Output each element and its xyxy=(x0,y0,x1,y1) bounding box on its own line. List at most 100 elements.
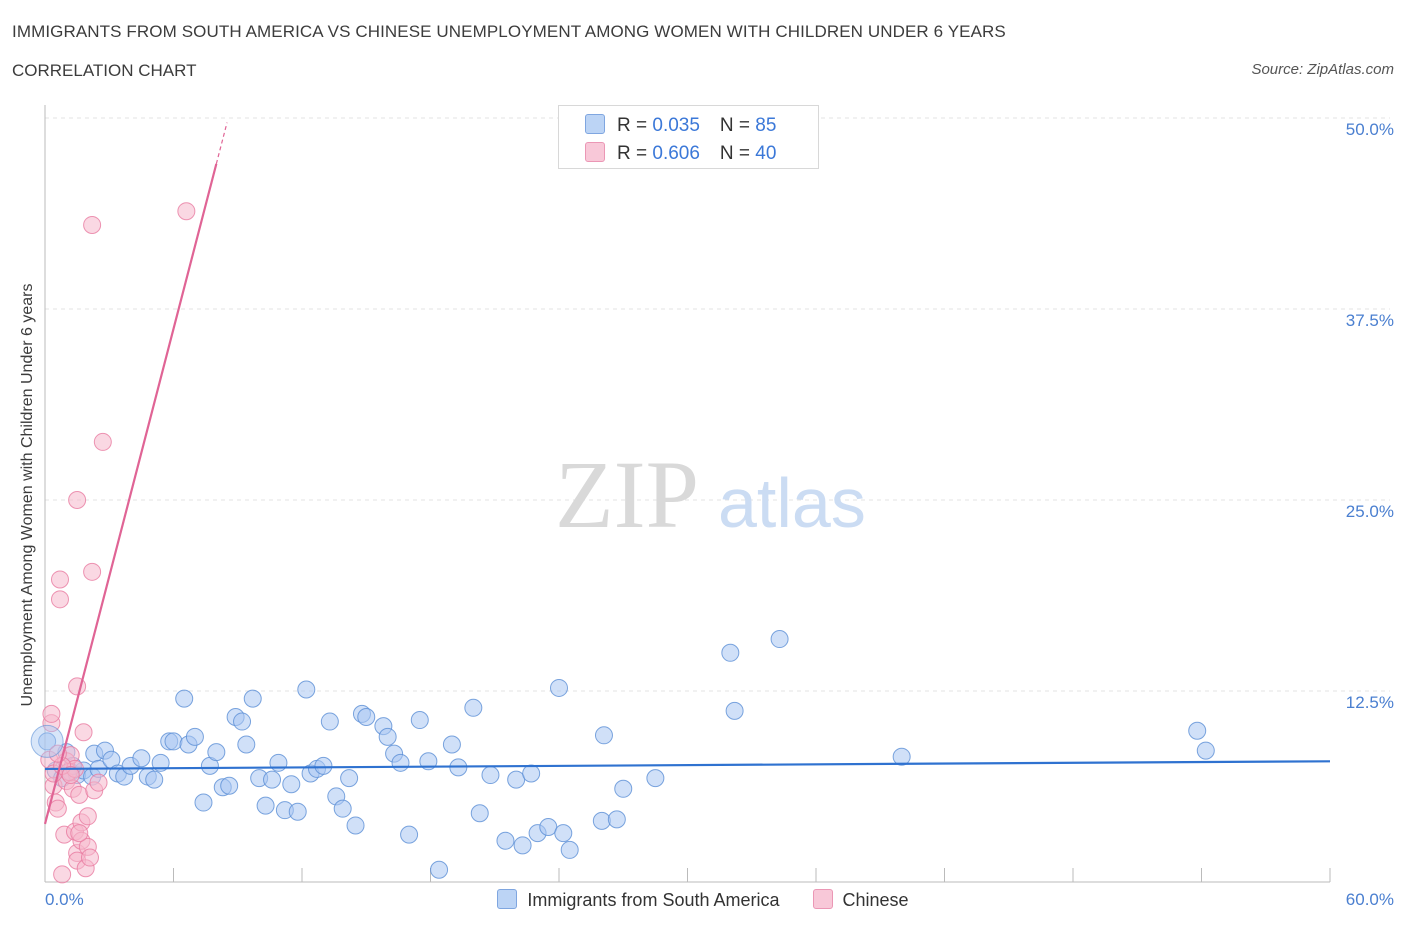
point-south-america xyxy=(282,775,301,794)
point-south-america xyxy=(194,793,213,812)
point-south-america xyxy=(442,735,461,754)
point-south-america xyxy=(550,678,568,697)
source-note: Source: ZipAtlas.com xyxy=(1251,61,1394,78)
point-south-america xyxy=(297,680,316,699)
point-south-america xyxy=(470,804,489,823)
point-south-america xyxy=(333,799,352,818)
trend-line-south-america xyxy=(44,760,1331,771)
point-south-america xyxy=(237,735,256,754)
trend-line-chinese xyxy=(43,163,218,825)
chart-subtitle: CORRELATION CHART xyxy=(12,61,197,80)
point-south-america xyxy=(263,770,282,789)
point-south-america xyxy=(256,796,275,815)
point-chinese xyxy=(93,432,112,451)
point-south-america xyxy=(481,766,500,785)
point-south-america xyxy=(1196,741,1215,760)
point-south-america xyxy=(607,810,626,829)
chart-title: IMMIGRANTS FROM SOUTH AMERICA VS CHINESE… xyxy=(12,22,1006,41)
point-south-america xyxy=(592,811,611,830)
point-south-america xyxy=(1188,721,1207,740)
point-south-america xyxy=(539,817,558,836)
point-south-america xyxy=(378,727,397,746)
point-south-america xyxy=(145,770,164,789)
point-south-america xyxy=(522,764,541,783)
watermark-atlas: atlas xyxy=(718,464,866,542)
point-chinese xyxy=(50,590,69,609)
legend-item-south-america: Immigrants from South America xyxy=(497,889,780,911)
point-south-america xyxy=(725,701,744,720)
point-south-america xyxy=(594,726,613,745)
point-south-america xyxy=(164,732,183,751)
point-south-america xyxy=(151,753,170,772)
point-south-america xyxy=(132,749,151,768)
point-south-america xyxy=(391,753,410,772)
legend-swatch-blue xyxy=(497,889,518,909)
point-south-america xyxy=(513,836,532,855)
point-chinese xyxy=(83,562,102,581)
point-south-america xyxy=(185,727,204,746)
stats-legend: R = 0.035 N = 85 R = 0.606 N = 40 xyxy=(558,105,819,169)
point-chinese xyxy=(83,215,102,234)
point-chinese xyxy=(53,865,72,884)
point-south-america xyxy=(233,712,252,731)
point-south-america xyxy=(646,769,665,788)
legend-swatch-pink xyxy=(812,889,833,909)
point-south-america xyxy=(207,743,226,762)
point-south-america xyxy=(721,643,740,662)
point-south-america xyxy=(410,711,429,730)
point-chinese xyxy=(70,824,89,843)
point-south-america-cluster xyxy=(30,724,64,758)
point-south-america xyxy=(560,840,579,859)
trend-line-chinese-extension xyxy=(215,122,228,164)
legend-swatch-pink xyxy=(585,142,605,162)
point-south-america xyxy=(175,689,194,708)
point-south-america xyxy=(892,747,911,766)
point-south-america xyxy=(770,630,789,649)
point-south-america xyxy=(346,816,365,835)
point-south-america xyxy=(243,689,262,708)
point-south-america xyxy=(340,769,359,788)
point-south-america xyxy=(314,756,333,775)
point-chinese xyxy=(61,766,80,785)
point-south-america xyxy=(430,860,449,879)
point-chinese xyxy=(48,799,67,818)
y-tick-label: 37.5% xyxy=(1345,311,1394,330)
point-south-america xyxy=(496,831,515,850)
point-south-america xyxy=(464,698,483,717)
legend-swatch-blue xyxy=(585,114,605,134)
point-south-america xyxy=(357,707,376,726)
y-tick-label: 25.0% xyxy=(1345,502,1394,521)
point-chinese xyxy=(177,202,196,221)
point-chinese xyxy=(50,570,69,589)
point-south-america xyxy=(400,825,419,844)
legend-row-south-america: R = 0.035 N = 85 xyxy=(585,114,776,138)
point-chinese xyxy=(70,785,89,804)
watermark: ZIP atlas xyxy=(555,441,866,548)
point-south-america xyxy=(320,712,339,731)
point-south-america xyxy=(220,776,239,795)
point-chinese xyxy=(78,807,97,826)
legend-row-chinese: R = 0.606 N = 40 xyxy=(585,142,776,166)
watermark-zip: ZIP xyxy=(555,441,699,548)
x-tick-label-min: 0.0% xyxy=(45,890,84,909)
point-south-america xyxy=(614,779,633,798)
point-chinese xyxy=(89,773,108,792)
y-tick-label: 50.0% xyxy=(1345,120,1394,139)
trend-lines xyxy=(43,122,1331,825)
gridlines xyxy=(45,117,1390,692)
data-points xyxy=(30,202,1215,884)
point-chinese xyxy=(80,848,99,867)
point-south-america xyxy=(507,770,526,789)
point-south-america xyxy=(38,732,57,751)
y-axis-label: Unemployment Among Women with Children U… xyxy=(19,283,36,707)
point-chinese xyxy=(42,704,61,723)
point-south-america xyxy=(269,753,288,772)
point-chinese xyxy=(68,491,87,509)
point-south-america xyxy=(554,824,573,843)
point-chinese xyxy=(74,723,93,742)
x-tick-label-max: 60.0% xyxy=(1345,890,1394,909)
legend-item-chinese: Chinese xyxy=(812,889,909,911)
y-tick-label: 12.5% xyxy=(1345,693,1394,712)
point-south-america xyxy=(288,802,307,821)
